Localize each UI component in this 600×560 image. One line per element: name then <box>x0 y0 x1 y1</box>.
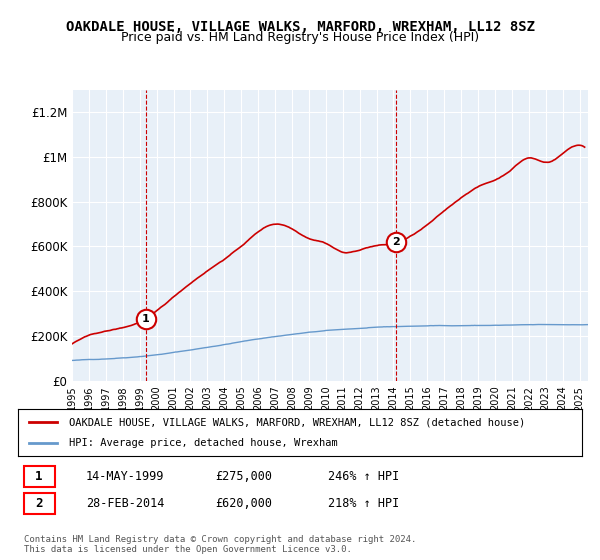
Text: HPI: Average price, detached house, Wrexham: HPI: Average price, detached house, Wrex… <box>69 438 338 448</box>
Text: 14-MAY-1999: 14-MAY-1999 <box>86 470 164 483</box>
FancyBboxPatch shape <box>23 466 55 487</box>
Text: 218% ↑ HPI: 218% ↑ HPI <box>328 497 400 510</box>
Text: £275,000: £275,000 <box>215 470 272 483</box>
FancyBboxPatch shape <box>23 493 55 514</box>
Text: 1: 1 <box>35 470 43 483</box>
Text: OAKDALE HOUSE, VILLAGE WALKS, MARFORD, WREXHAM, LL12 8SZ (detached house): OAKDALE HOUSE, VILLAGE WALKS, MARFORD, W… <box>69 417 525 427</box>
Text: Price paid vs. HM Land Registry's House Price Index (HPI): Price paid vs. HM Land Registry's House … <box>121 31 479 44</box>
Text: £620,000: £620,000 <box>215 497 272 510</box>
Text: Contains HM Land Registry data © Crown copyright and database right 2024.
This d: Contains HM Land Registry data © Crown c… <box>24 535 416 554</box>
Text: 28-FEB-2014: 28-FEB-2014 <box>86 497 164 510</box>
Text: 246% ↑ HPI: 246% ↑ HPI <box>328 470 400 483</box>
Text: 1: 1 <box>142 314 150 324</box>
Text: OAKDALE HOUSE, VILLAGE WALKS, MARFORD, WREXHAM, LL12 8SZ: OAKDALE HOUSE, VILLAGE WALKS, MARFORD, W… <box>65 20 535 34</box>
Text: 2: 2 <box>392 237 400 247</box>
Text: 2: 2 <box>35 497 43 510</box>
